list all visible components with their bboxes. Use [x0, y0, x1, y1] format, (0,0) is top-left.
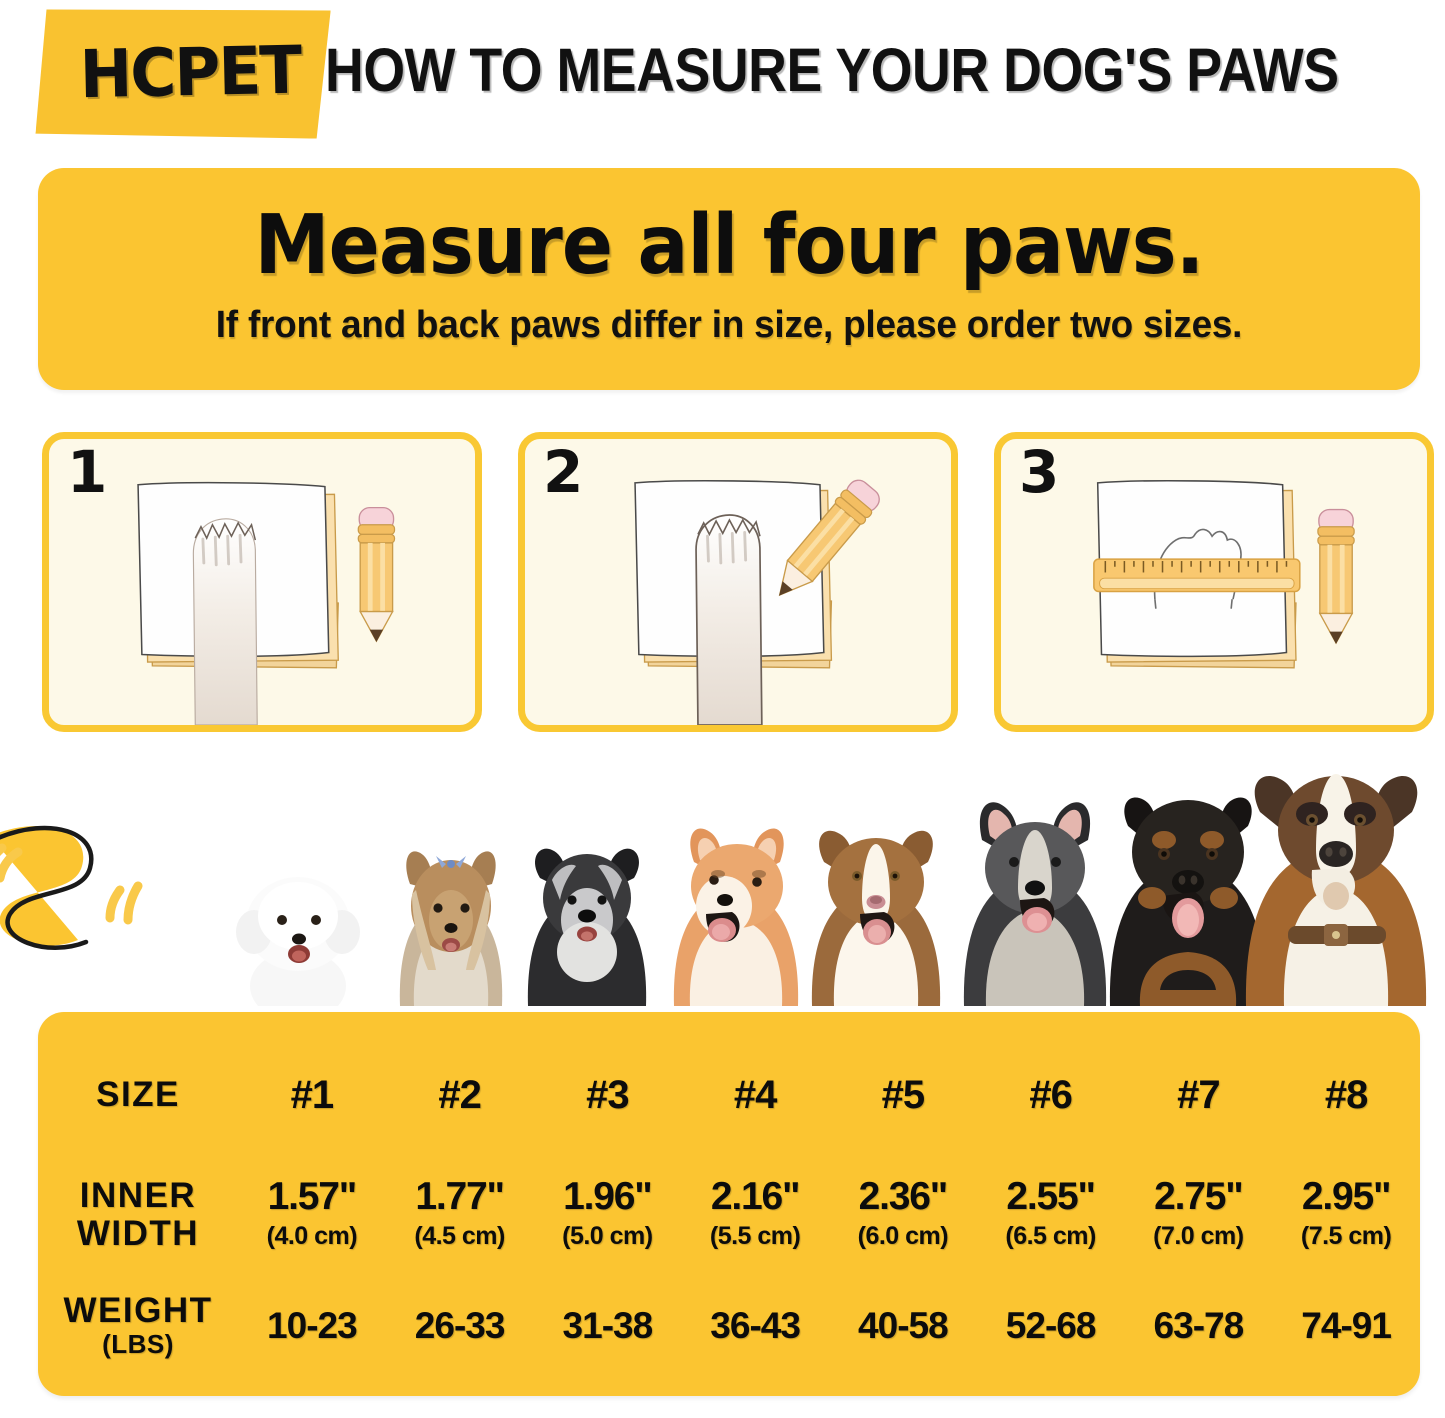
inner-width-inches-2: 1.77": [415, 1175, 505, 1219]
step-panel-1: 1: [42, 432, 482, 732]
inner-width-inches-8: 2.95": [1301, 1175, 1392, 1219]
table-row-size: SIZE #1 #2 #3 #4 #5 #6 #7 #8: [38, 1064, 1420, 1126]
size-cell-7: #7: [1177, 1072, 1220, 1117]
inner-width-cm-8: (7.5 cm): [1300, 1221, 1392, 1250]
row-label-weight-unit: (LBS): [102, 1328, 174, 1359]
inner-width-cell-5: 2.36" (6.0 cm): [829, 1175, 977, 1254]
weight-cell-2: 26-33: [414, 1305, 506, 1346]
banner-heading: Measure all four paws.: [254, 198, 1204, 293]
dog-photo-alaskan-malamute: [952, 790, 1118, 1006]
row-label-weight-text: WEIGHT: [63, 1291, 213, 1331]
dog-breeds-strip: [0, 750, 1445, 1018]
dog-photo-yorkshire-terrier: [388, 828, 514, 1006]
size-cell-1: #1: [290, 1072, 334, 1117]
step-number-2: 2: [543, 438, 584, 506]
weight-cell-8: 74-91: [1301, 1305, 1392, 1346]
inner-width-cm-5: (6.0 cm): [857, 1221, 949, 1250]
row-label-size: SIZE: [38, 1076, 238, 1114]
size-cell-2: #2: [438, 1072, 481, 1117]
inner-width-inches-6: 2.55": [1006, 1175, 1096, 1219]
step-number-3: 3: [1019, 438, 1060, 506]
measure-all-paws-banner: Measure all four paws. If front and back…: [38, 168, 1420, 390]
pencil-tracing-paw-outline-icon: [634, 479, 880, 725]
inner-width-cm-3: (5.0 cm): [562, 1221, 653, 1250]
weight-cell-7: 63-78: [1153, 1305, 1245, 1346]
measurement-steps: 1: [0, 432, 1445, 737]
inner-width-inches-1: 1.57": [267, 1175, 358, 1219]
inner-width-cell-6: 2.55" (6.5 cm): [977, 1175, 1125, 1254]
inner-width-cm-2: (4.5 cm): [414, 1221, 505, 1250]
inner-width-cell-1: 1.57" (4.0 cm): [238, 1175, 386, 1254]
page-header: HCPET HOW TO MEASURE YOUR DOG'S PAWS: [0, 0, 1445, 150]
size-cell-8: #8: [1324, 1072, 1368, 1117]
size-cell-3: #3: [586, 1072, 629, 1117]
ruler-measuring-paw-outline-icon: [1093, 480, 1355, 669]
row-label-width-text: WIDTH: [76, 1214, 200, 1253]
size-cell-4: #4: [733, 1072, 777, 1117]
inner-width-inches-7: 2.75": [1154, 1175, 1244, 1219]
inner-width-cm-1: (4.0 cm): [266, 1221, 358, 1250]
decorative-bone-swoosh-icon: [0, 825, 143, 950]
weight-cell-1: 10-23: [267, 1305, 358, 1346]
inner-width-inches-5: 2.36": [858, 1175, 949, 1219]
inner-width-cell-3: 1.96" (5.0 cm): [534, 1175, 682, 1254]
inner-width-inches-3: 1.96": [563, 1175, 653, 1219]
paw-on-paper-with-pencil-icon: [137, 481, 396, 725]
inner-width-cell-2: 1.77" (4.5 cm): [386, 1175, 534, 1254]
table-row-weight: WEIGHT (LBS) 10-23 26-33 31-38 36-43 40-…: [38, 1280, 1420, 1372]
dog-photo-schnauzer: [518, 824, 656, 1006]
size-cell-6: #6: [1029, 1072, 1072, 1117]
inner-width-cm-7: (7.0 cm): [1153, 1221, 1244, 1250]
row-label-inner-text: INNER: [79, 1176, 197, 1216]
banner-subtitle: If front and back paws differ in size, p…: [215, 304, 1243, 346]
size-chart-table: SIZE #1 #2 #3 #4 #5 #6 #7 #8 INNER WIDTH…: [38, 1012, 1420, 1396]
row-label-inner-width: INNER WIDTH: [38, 1177, 238, 1253]
inner-width-cell-4: 2.16" (5.5 cm): [681, 1175, 829, 1254]
dog-photo-bichon-frise: [228, 846, 368, 1006]
dog-photo-shiba-inu: [662, 814, 812, 1006]
dog-photo-rottweiler: [1100, 770, 1276, 1006]
weight-cell-4: 36-43: [710, 1305, 801, 1346]
weight-cell-5: 40-58: [858, 1305, 949, 1346]
weight-cell-6: 52-68: [1005, 1305, 1097, 1346]
row-label-weight: WEIGHT (LBS): [38, 1292, 238, 1360]
step-panel-2: 2: [518, 432, 958, 732]
inner-width-cm-4: (5.5 cm): [709, 1221, 801, 1250]
weight-cell-3: 31-38: [562, 1305, 654, 1346]
inner-width-cell-8: 2.95" (7.5 cm): [1272, 1175, 1420, 1254]
step-panel-3: 3: [994, 432, 1434, 732]
row-label-size-text: SIZE: [96, 1075, 180, 1115]
brand-name: HCPET: [78, 31, 302, 113]
inner-width-cm-6: (6.5 cm): [1005, 1221, 1096, 1250]
dog-photo-saint-bernard: [1238, 748, 1434, 1006]
step-number-1: 1: [67, 438, 108, 506]
size-cell-5: #5: [881, 1072, 925, 1117]
table-row-inner-width: INNER WIDTH 1.57" (4.0 cm) 1.77" (4.5 cm…: [38, 1160, 1420, 1270]
inner-width-cell-7: 2.75" (7.0 cm): [1125, 1175, 1273, 1254]
dog-photo-border-collie: [798, 810, 954, 1006]
inner-width-inches-4: 2.16": [710, 1175, 801, 1219]
page-title: HOW TO MEASURE YOUR DOG'S PAWS: [325, 36, 1339, 104]
